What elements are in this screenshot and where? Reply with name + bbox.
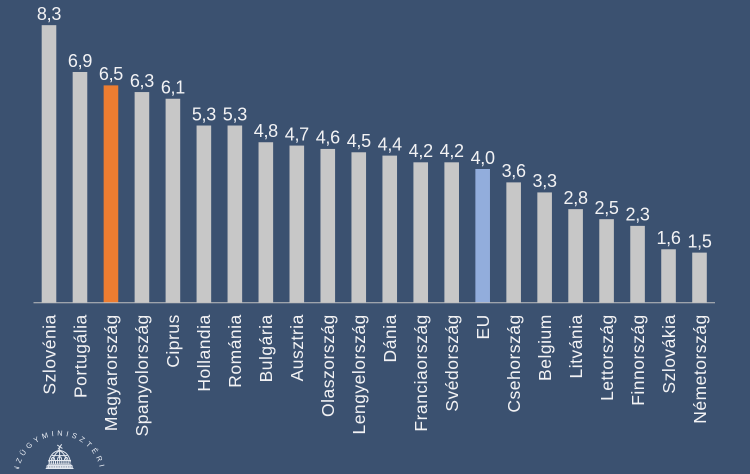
- svg-text:4,4: 4,4: [378, 134, 402, 154]
- svg-text:4,0: 4,0: [471, 148, 495, 168]
- svg-text:Dánia: Dánia: [380, 314, 400, 362]
- svg-text:4,8: 4,8: [254, 121, 278, 141]
- svg-text:Bulgária: Bulgária: [256, 314, 276, 382]
- svg-text:Románia: Románia: [225, 314, 245, 388]
- svg-text:8,3: 8,3: [37, 4, 61, 24]
- svg-text:Portugália: Portugália: [70, 314, 90, 398]
- svg-text:Magyarország: Magyarország: [101, 314, 121, 431]
- svg-text:4,2: 4,2: [409, 141, 433, 161]
- svg-text:Ciprus: Ciprus: [163, 314, 183, 368]
- svg-text:6,5: 6,5: [99, 64, 123, 84]
- svg-text:4,5: 4,5: [347, 131, 371, 151]
- svg-text:Finnország: Finnország: [628, 314, 648, 406]
- svg-text:1,6: 1,6: [656, 228, 680, 248]
- svg-text:Svédország: Svédország: [442, 314, 462, 411]
- svg-text:Szlovákia: Szlovákia: [659, 314, 679, 393]
- svg-text:Spanyolország: Spanyolország: [132, 314, 152, 436]
- svg-text:2,3: 2,3: [625, 205, 649, 225]
- svg-text:4,6: 4,6: [316, 128, 340, 148]
- svg-text:Ausztria: Ausztria: [287, 314, 307, 381]
- svg-text:Lettország: Lettország: [597, 314, 617, 401]
- svg-text:6,1: 6,1: [161, 78, 185, 98]
- svg-text:Litvánia: Litvánia: [566, 314, 586, 378]
- svg-text:Szlovénia: Szlovénia: [39, 314, 59, 394]
- svg-text:3,6: 3,6: [502, 161, 526, 181]
- svg-text:1,5: 1,5: [687, 231, 711, 251]
- svg-text:4,7: 4,7: [285, 124, 309, 144]
- svg-text:5,3: 5,3: [192, 104, 216, 124]
- svg-text:2,8: 2,8: [564, 188, 588, 208]
- svg-text:Németország: Németország: [690, 314, 710, 424]
- svg-text:5,3: 5,3: [223, 104, 247, 124]
- svg-text:EU: EU: [473, 314, 493, 339]
- svg-text:Csehország: Csehország: [504, 314, 524, 412]
- svg-text:3,3: 3,3: [533, 171, 557, 191]
- svg-text:6,3: 6,3: [130, 71, 154, 91]
- svg-text:Hollandia: Hollandia: [194, 314, 214, 391]
- svg-text:4,2: 4,2: [440, 141, 464, 161]
- svg-text:Belgium: Belgium: [535, 314, 555, 381]
- svg-text:Lengyelország: Lengyelország: [349, 314, 369, 434]
- svg-text:2,5: 2,5: [595, 198, 619, 218]
- svg-text:Olaszország: Olaszország: [318, 314, 338, 417]
- svg-text:6,9: 6,9: [68, 51, 92, 71]
- svg-text:Franciaország: Franciaország: [411, 314, 431, 431]
